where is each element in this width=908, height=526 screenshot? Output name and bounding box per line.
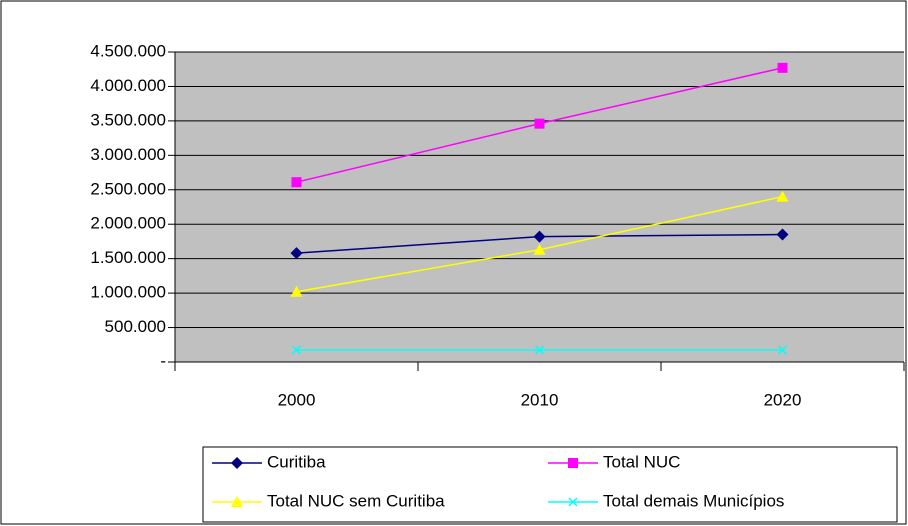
marker [290,285,303,297]
marker [776,228,789,241]
marker [533,230,546,243]
marker [568,497,578,507]
marker [533,243,546,255]
marker [777,62,788,73]
y-tick-label: 4.500.000 [90,41,166,60]
y-tick-label: 2.000.000 [90,214,166,233]
marker [568,458,578,468]
marker [776,190,789,202]
y-tick-label: 500.000 [105,317,166,336]
marker [291,345,302,355]
marker [231,457,243,469]
y-tick-label: 3.500.000 [90,110,166,129]
y-tick-label: 1.000.000 [90,283,166,302]
legend-label: Total NUC sem Curitiba [267,491,445,510]
marker [534,345,545,355]
legend-label: Total demais Municípios [603,491,784,510]
legend-label: Curitiba [267,452,326,471]
y-tick-label: 3.000.000 [90,145,166,164]
legend-box [202,446,898,523]
marker [291,177,302,188]
legend-label: Total NUC [603,452,680,471]
y-tick-label: 1.500.000 [90,248,166,267]
x-tick-label: 2020 [764,390,802,409]
y-tick-label: 4.000.000 [90,76,166,95]
y-tick-label: 2.500.000 [90,179,166,198]
marker [231,496,243,507]
marker [290,247,303,260]
marker [777,345,788,355]
y-tick-label: - [160,351,166,370]
x-tick-label: 2000 [278,390,316,409]
x-tick-label: 2010 [521,390,559,409]
plot-area [175,52,904,362]
marker [534,118,545,129]
